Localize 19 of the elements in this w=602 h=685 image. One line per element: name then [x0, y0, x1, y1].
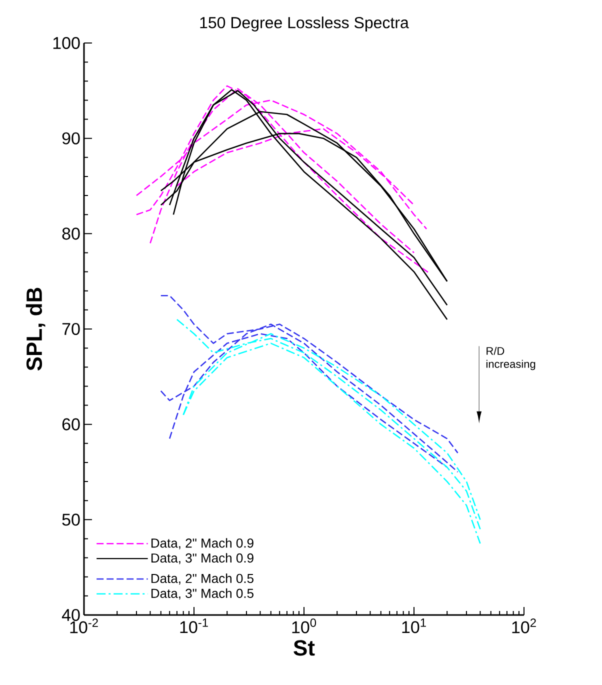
y-tick-label: 50: [62, 514, 80, 526]
y-tick-label: 40: [62, 608, 80, 622]
legend-label: Data, 3" Mach 0.9: [151, 553, 254, 564]
annotation: R/D increasing: [486, 346, 536, 370]
chart-title: 150 Degree Lossless Spectra: [200, 16, 409, 32]
legend-label: Data, 2" Mach 0.5: [151, 574, 254, 585]
x-axis-title: St: [294, 640, 315, 656]
y-tick-label: 100: [53, 36, 80, 50]
y-tick-label: 60: [62, 418, 80, 430]
x-tick-label: 10$^{-1}$: [180, 618, 208, 634]
y-tick-label: 80: [62, 228, 80, 240]
y-tick-label: 90: [62, 132, 80, 144]
y-axis-title: SPL, dB: [26, 288, 46, 371]
legend-label: Data, 3" Mach 0.5: [151, 588, 254, 600]
x-tick-label: 10$^{2}$: [512, 618, 536, 634]
x-tick-label: 10$^{0}$: [292, 618, 316, 634]
legend-label: Data, 2" Mach 0.9: [151, 538, 254, 550]
y-tick-label: 70: [62, 322, 80, 336]
x-tick-label: 10$^{1}$: [402, 618, 426, 634]
